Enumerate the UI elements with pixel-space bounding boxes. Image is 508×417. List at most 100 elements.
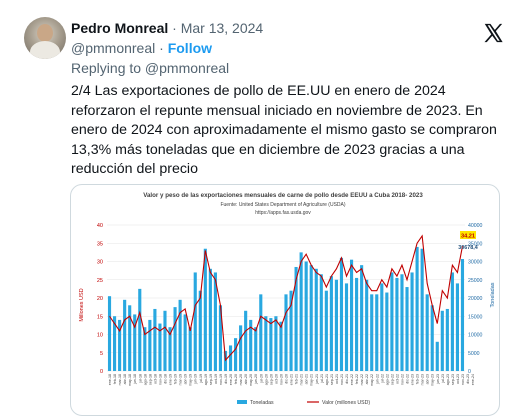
bar-toneladas bbox=[118, 319, 122, 371]
x-tick-label: oct-22 bbox=[395, 374, 399, 384]
x-tick-label: ago-20 bbox=[264, 374, 268, 385]
handle-separator: · bbox=[155, 40, 168, 56]
tweet-text: 2/4 Las exportaciones de pollo de EE.UU … bbox=[71, 83, 497, 177]
bar-toneladas bbox=[380, 283, 384, 371]
x-tick-label: ago-21 bbox=[325, 374, 329, 385]
x-tick-label: ene-21 bbox=[290, 374, 294, 385]
x-tick-label: abr-23 bbox=[426, 374, 430, 384]
x-tick-label: jul-18 bbox=[138, 374, 142, 384]
bar-toneladas bbox=[284, 294, 288, 371]
bar-toneladas bbox=[294, 266, 298, 371]
y-axis-label: Millones USD bbox=[79, 288, 85, 321]
x-tick-label: ago-22 bbox=[385, 374, 389, 385]
x-tick-label: abr-21 bbox=[305, 374, 309, 384]
y2-tick-label: 25000 bbox=[468, 278, 483, 284]
bar-toneladas bbox=[148, 319, 152, 371]
x-tick-label: oct-23 bbox=[456, 374, 460, 384]
bar-toneladas bbox=[319, 274, 323, 371]
follow-button[interactable]: Follow bbox=[167, 40, 213, 56]
x-tick-label: jul-20 bbox=[259, 374, 263, 384]
bar-toneladas bbox=[213, 272, 217, 371]
chart-svg: Valor y peso de las exportaciones mensua… bbox=[79, 192, 496, 406]
bar-toneladas bbox=[400, 274, 404, 371]
x-tick-label: nov-19 bbox=[219, 374, 223, 385]
y-tick-label: 0 bbox=[100, 369, 103, 375]
x-tick-label: feb-22 bbox=[355, 374, 359, 384]
bar-toneladas bbox=[168, 327, 172, 371]
x-tick-label: sep-20 bbox=[269, 374, 273, 385]
y-tick-label: 30 bbox=[97, 260, 103, 266]
x-tick-label: mar-20 bbox=[239, 374, 243, 385]
bar-toneladas bbox=[138, 288, 142, 371]
y2-axis-label: Toneladas bbox=[490, 282, 496, 307]
bar-toneladas bbox=[254, 327, 258, 371]
replying-to[interactable]: Replying to @pmmonreal bbox=[71, 60, 230, 76]
avatar[interactable] bbox=[24, 17, 66, 59]
bar-toneladas bbox=[289, 290, 293, 371]
x-tick-label: nov-18 bbox=[158, 374, 162, 385]
bar-toneladas bbox=[208, 268, 212, 371]
annotation-box bbox=[460, 231, 476, 239]
x-tick-label: jul-19 bbox=[199, 374, 203, 384]
bar-toneladas bbox=[455, 283, 459, 371]
y-tick-label: 20 bbox=[97, 296, 103, 302]
x-tick-label: feb-21 bbox=[295, 374, 299, 384]
bar-toneladas bbox=[113, 316, 117, 371]
y-tick-label: 15 bbox=[97, 314, 103, 320]
x-tick-label: feb-20 bbox=[234, 374, 238, 384]
x-tick-label: may-21 bbox=[310, 374, 314, 386]
bar-toneladas bbox=[365, 279, 369, 371]
x-tick-label: nov-22 bbox=[400, 374, 404, 385]
author-name[interactable]: Pedro Monreal bbox=[71, 20, 169, 36]
bar-toneladas bbox=[450, 272, 454, 371]
x-tick-label: sep-18 bbox=[148, 374, 152, 385]
bar-toneladas bbox=[435, 341, 439, 371]
bar-toneladas bbox=[158, 323, 162, 371]
bar-toneladas bbox=[355, 277, 359, 371]
bar-toneladas bbox=[375, 294, 379, 371]
x-tick-label: dic-18 bbox=[163, 374, 167, 384]
x-tick-label: nov-21 bbox=[340, 374, 344, 385]
x-tick-label: jun-22 bbox=[375, 374, 379, 385]
bar-toneladas bbox=[415, 246, 419, 371]
x-tick-label: abr-18 bbox=[123, 374, 127, 384]
bar-toneladas bbox=[183, 314, 187, 371]
bar-toneladas bbox=[395, 277, 399, 371]
bar-toneladas bbox=[334, 279, 338, 371]
bar-toneladas bbox=[385, 292, 389, 371]
bar-toneladas bbox=[193, 272, 197, 371]
x-tick-label: jul-22 bbox=[380, 374, 384, 384]
x-tick-label: jun-21 bbox=[315, 374, 319, 385]
bar-toneladas bbox=[279, 321, 283, 371]
y-tick-label: 40 bbox=[97, 223, 103, 229]
x-tick-label: sep-22 bbox=[390, 374, 394, 385]
x-tick-label: ene-18 bbox=[108, 374, 112, 385]
x-tick-label: oct-21 bbox=[335, 374, 339, 384]
x-tick-label: oct-19 bbox=[214, 374, 218, 384]
bar-toneladas bbox=[390, 272, 394, 371]
y-tick-label: 35 bbox=[97, 241, 103, 247]
bar-toneladas bbox=[203, 248, 207, 371]
bar-toneladas bbox=[460, 259, 465, 371]
y2-tick-label: 10000 bbox=[468, 333, 483, 339]
x-tick-label: abr-20 bbox=[244, 374, 248, 384]
series-line-valor bbox=[109, 234, 464, 362]
bar-toneladas bbox=[420, 248, 424, 371]
x-tick-label: may-19 bbox=[189, 374, 193, 386]
x-tick-label: ene-23 bbox=[411, 374, 415, 385]
author-handle[interactable]: @pmmonreal bbox=[71, 40, 156, 56]
x-tick-label: jul-23 bbox=[441, 374, 445, 384]
tweet-date[interactable]: Mar 13, 2024 bbox=[180, 20, 264, 36]
tweet-media-chart[interactable]: Valor y peso de las exportaciones mensua… bbox=[70, 184, 500, 416]
y2-tick-label: 40000 bbox=[468, 223, 483, 229]
x-logo-icon[interactable] bbox=[482, 22, 504, 44]
x-tick-label: jun-23 bbox=[436, 374, 440, 385]
bar-toneladas bbox=[440, 310, 444, 371]
chart-subtitle: Fuente: United States Department of Agri… bbox=[220, 202, 345, 208]
x-tick-label: oct-18 bbox=[153, 374, 157, 384]
bar-toneladas bbox=[445, 308, 449, 371]
bar-toneladas bbox=[123, 299, 127, 371]
x-tick-label: dic-21 bbox=[345, 374, 349, 384]
bar-toneladas bbox=[299, 252, 303, 371]
x-tick-label: jun-19 bbox=[194, 374, 198, 385]
